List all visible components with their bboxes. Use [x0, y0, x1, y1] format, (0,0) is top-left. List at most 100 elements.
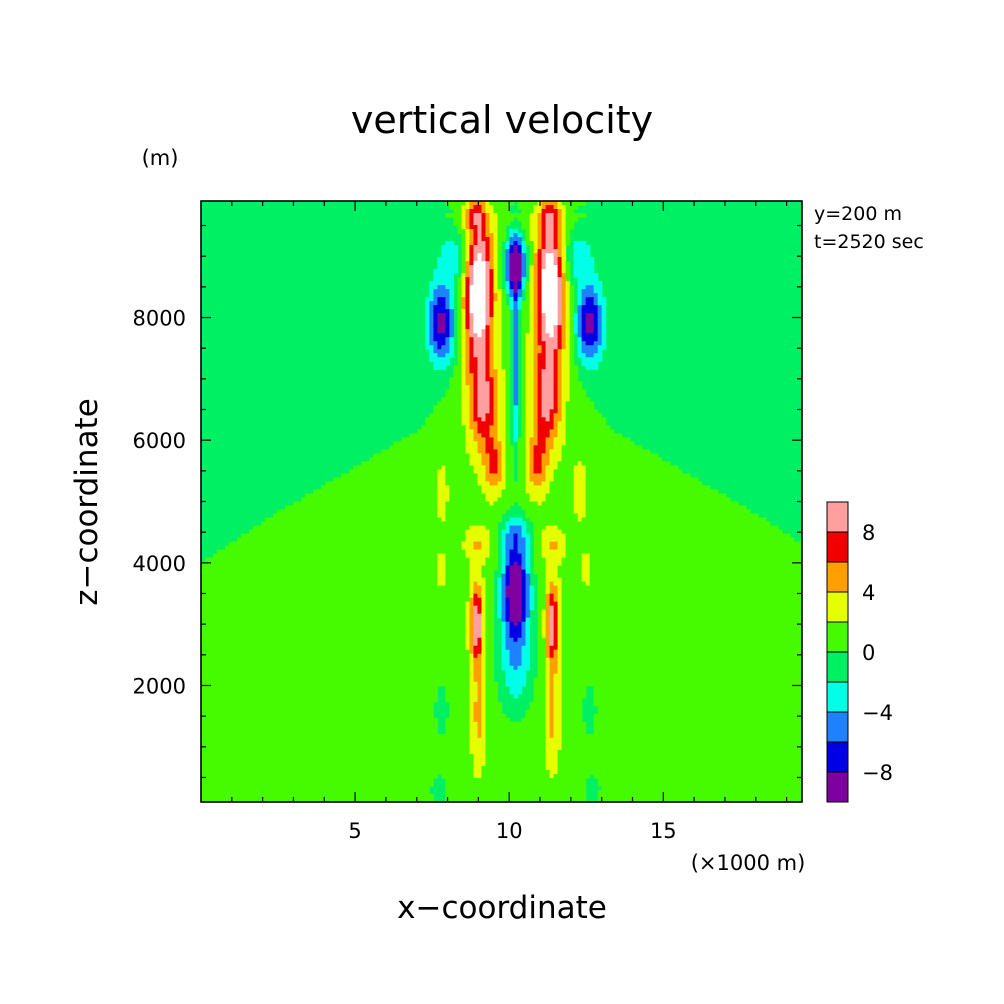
field-cell: [545, 349, 555, 354]
field-cell: [485, 217, 491, 222]
field-cell: [557, 645, 563, 651]
field-cell: [501, 653, 511, 659]
field-cell: [565, 325, 571, 330]
field-cell: [481, 657, 487, 663]
field-cell: [525, 293, 531, 298]
field-cell: [505, 537, 515, 543]
field-cell: [561, 745, 802, 751]
field-cell: [485, 449, 499, 455]
field-cell: [461, 541, 475, 547]
field-cell: [493, 441, 503, 447]
field-cell: [545, 493, 575, 499]
field-cell: [497, 449, 503, 455]
field-cell: [481, 237, 491, 242]
field-cell: [573, 469, 587, 475]
field-cell: [541, 337, 559, 342]
field-cell: [501, 649, 511, 655]
field-cell: [577, 341, 583, 346]
field-cell: [433, 337, 447, 342]
field-cell: [473, 673, 483, 679]
field-cell: [465, 253, 471, 258]
field-cell: [501, 289, 507, 294]
field-cell: [461, 385, 471, 390]
field-cell: [501, 565, 507, 571]
field-cell: [565, 273, 571, 278]
field-cell: [561, 413, 567, 418]
field-cell: [505, 477, 515, 483]
field-cell: [537, 605, 547, 611]
field-cell: [565, 429, 615, 434]
field-cell: [557, 601, 563, 607]
field-cell: [525, 609, 531, 615]
field-cell: [549, 717, 555, 723]
field-cell: [537, 433, 551, 438]
field-cell: [529, 321, 535, 326]
field-cell: [201, 769, 475, 775]
field-cell: [489, 297, 495, 302]
field-cell: [601, 341, 607, 346]
field-cell: [525, 513, 579, 519]
field-cell: [513, 337, 519, 342]
field-cell: [473, 245, 487, 250]
field-cell: [509, 581, 523, 587]
field-cell: [537, 225, 543, 230]
field-cell: [545, 653, 551, 659]
field-cell: [469, 385, 475, 390]
field-cell: [425, 317, 430, 322]
field-cell: [469, 237, 475, 242]
field-cell: [505, 609, 511, 615]
field-cell: [561, 293, 567, 298]
field-cell: [533, 265, 539, 270]
field-cell: [557, 333, 563, 338]
field-cell: [545, 473, 555, 479]
field-cell: [577, 281, 603, 286]
field-cell: [249, 529, 467, 535]
field-cell: [561, 585, 802, 591]
field-cell: [573, 473, 587, 479]
field-cell: [517, 301, 523, 306]
field-cell: [465, 289, 471, 294]
field-cell: [513, 621, 519, 627]
field-cell: [513, 233, 519, 238]
field-cell: [497, 609, 503, 615]
field-cell: [545, 449, 551, 455]
field-cell: [305, 493, 438, 499]
field-cell: [489, 401, 495, 406]
field-cell: [285, 505, 438, 511]
field-cell: [521, 361, 527, 366]
field-cell: [449, 705, 471, 711]
field-cell: [425, 333, 430, 338]
field-cell: [505, 545, 515, 551]
field-cell: [429, 321, 434, 326]
field-cell: [469, 685, 479, 691]
field-cell: [585, 497, 731, 503]
field-cell: [505, 601, 511, 607]
field-cell: [485, 473, 503, 479]
field-cell: [569, 293, 575, 298]
field-cell: [445, 573, 471, 579]
field-cell: [477, 357, 487, 362]
field-cell: [493, 501, 515, 507]
field-cell: [201, 633, 467, 639]
field-cell: [533, 697, 547, 703]
field-cell: [449, 497, 487, 503]
field-cell: [553, 441, 567, 447]
field-cell: [545, 469, 555, 475]
field-cell: [485, 665, 495, 671]
field-cell: [425, 337, 430, 342]
field-cell: [465, 609, 471, 615]
field-cell: [545, 693, 551, 699]
field-cell: [429, 309, 434, 314]
field-cell: [225, 545, 463, 551]
field-cell: [489, 341, 495, 346]
field-cell: [565, 541, 802, 547]
field-cell: [505, 533, 515, 539]
field-cell: [565, 225, 575, 230]
field-cell: [557, 637, 563, 643]
field-cell: [561, 253, 567, 258]
field-cell: [437, 569, 446, 575]
field-cell: [565, 553, 583, 559]
field-cell: [445, 553, 467, 559]
field-cell: [521, 393, 527, 398]
field-cell: [485, 593, 495, 599]
